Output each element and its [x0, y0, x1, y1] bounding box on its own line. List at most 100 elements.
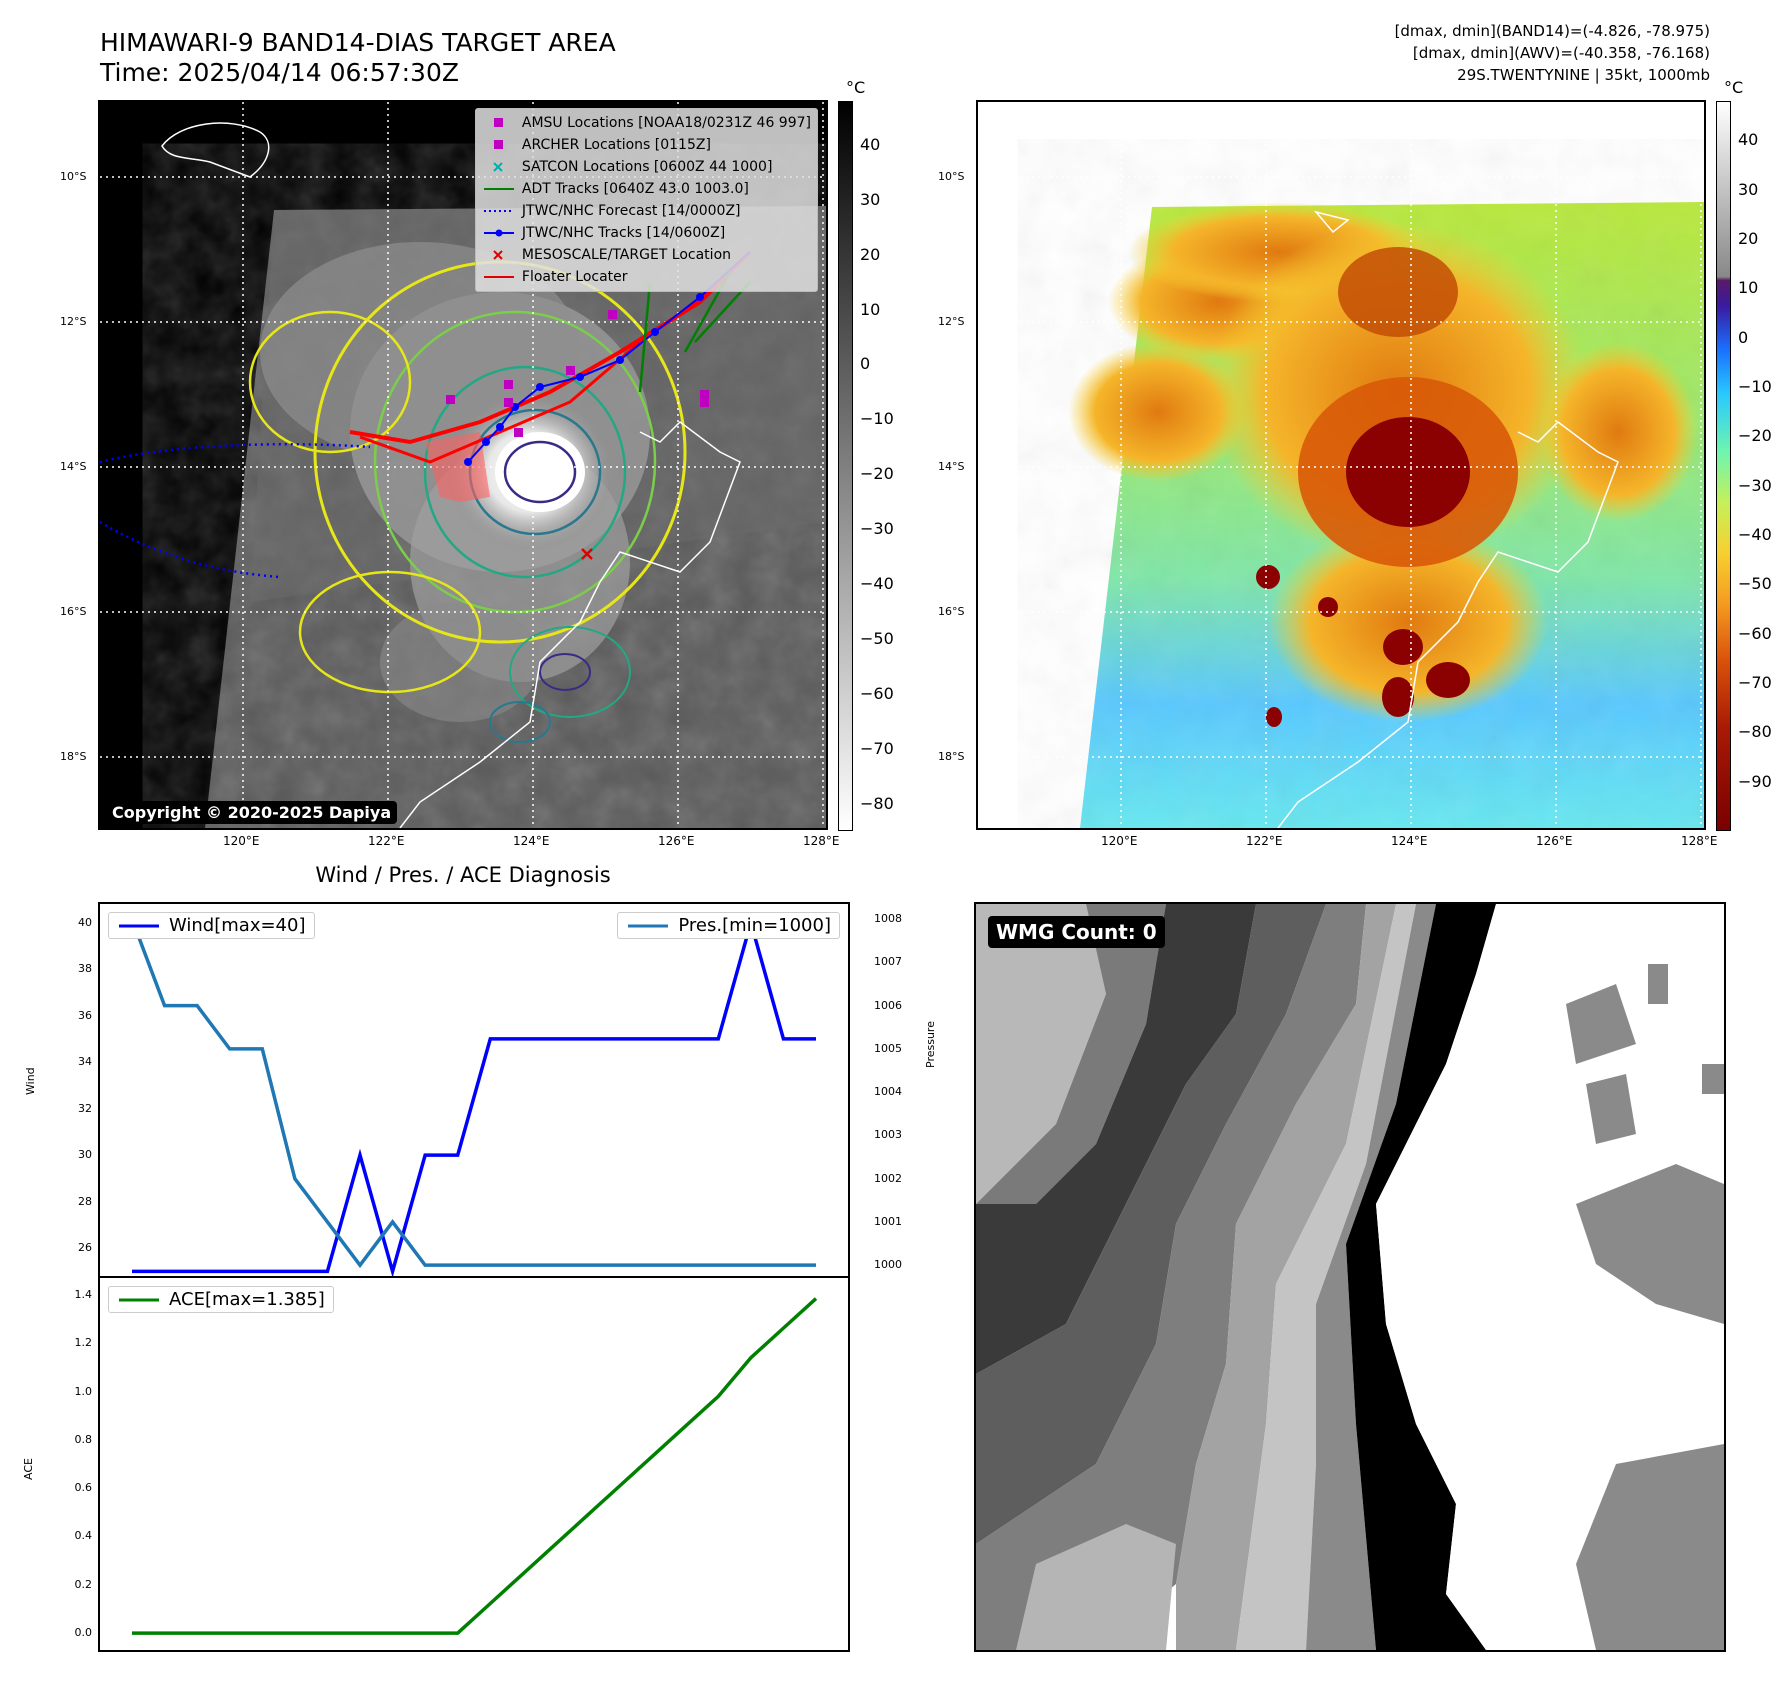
- colorbar-tick: −50: [860, 628, 894, 648]
- ace-axis-label: ACE: [22, 1458, 35, 1480]
- y-tick: 34: [78, 1055, 92, 1069]
- y-tick: 1000: [874, 1258, 902, 1272]
- colorbar-tick: −20: [1738, 426, 1772, 446]
- y-tick: 30: [78, 1148, 92, 1162]
- colorbar-tick: 40: [1738, 130, 1759, 150]
- y-tick: 1003: [874, 1128, 902, 1142]
- colorbar-tick: −70: [860, 738, 894, 758]
- band14-colorbar: [838, 101, 853, 831]
- y-tick: 36: [78, 1008, 92, 1022]
- colorbar-tick: −10: [860, 409, 894, 429]
- lat-label: 16°S: [938, 605, 965, 618]
- lat-label: 16°S: [60, 605, 87, 618]
- lon-label: 126°E: [1536, 834, 1573, 848]
- info-storm: 29S.TWENTYNINE | 35kt, 1000mb: [1457, 66, 1710, 84]
- colorbar-tick: 10: [1738, 278, 1759, 298]
- colorbar-tick: −30: [1738, 475, 1772, 495]
- y-tick: 1.0: [74, 1384, 93, 1398]
- info-awv: [dmax, dmin](AWV)=(-40.358, -76.168): [1412, 44, 1710, 62]
- lon-label: 122°E: [1246, 834, 1283, 848]
- legend-adt-label: ADT Tracks [0640Z 43.0 1003.0]: [521, 181, 749, 197]
- colorbar-tick: 20: [860, 244, 881, 264]
- pressure-legend: Pres.[min=1000]: [617, 912, 840, 939]
- colorbar-tick: −90: [1738, 771, 1772, 791]
- legend-amsu: AMSU Locations [NOAA18/0231Z 46 997]: [482, 112, 811, 134]
- colorbar-tick: −20: [860, 464, 894, 484]
- y-tick: 0.8: [74, 1432, 93, 1446]
- colorbar-tick: −80: [1738, 722, 1772, 742]
- map-legend: AMSU Locations [NOAA18/0231Z 46 997] ARC…: [474, 108, 818, 292]
- wind-pressure-plot: Wind[max=40] Pres.[min=1000]: [98, 902, 850, 1278]
- awv-map: [976, 100, 1706, 830]
- ace-legend-label: ACE[max=1.385]: [169, 1289, 325, 1310]
- legend-archer: ARCHER Locations [0115Z]: [482, 134, 811, 156]
- lat-label: 10°S: [60, 170, 87, 183]
- awv-colorbar: [1716, 101, 1731, 831]
- colorbar-tick: −70: [1738, 673, 1772, 693]
- y-tick: 38: [78, 962, 92, 976]
- wind-legend-label: Wind[max=40]: [169, 915, 306, 936]
- legend-adt: ADT Tracks [0640Z 43.0 1003.0]: [482, 178, 811, 200]
- legend-archer-label: ARCHER Locations [0115Z]: [521, 137, 711, 153]
- lon-label: 128°E: [1681, 834, 1718, 848]
- legend-target-label: MESOSCALE/TARGET Location: [521, 247, 732, 263]
- y-tick: 1002: [874, 1171, 902, 1185]
- legend-amsu-label: AMSU Locations [NOAA18/0231Z 46 997]: [521, 115, 811, 131]
- colorbar-tick: −60: [1738, 623, 1772, 643]
- legend-jtwc-label: JTWC/NHC Tracks [14/0600Z]: [521, 225, 726, 241]
- lat-label: 18°S: [938, 750, 965, 763]
- legend-satcon-label: SATCON Locations [0600Z 44 1000]: [521, 159, 773, 175]
- y-tick: 1007: [874, 955, 902, 969]
- figure-time: Time: 2025/04/14 06:57:30Z: [100, 58, 459, 87]
- y-tick: 0.6: [74, 1481, 93, 1495]
- legend-jtwc: JTWC/NHC Tracks [14/0600Z]: [482, 222, 811, 244]
- band14-map: Copyright © 2020-2025 Dapiya AMSU Locati…: [98, 100, 828, 830]
- y-tick: 1004: [874, 1085, 902, 1099]
- legend-target: MESOSCALE/TARGET Location: [482, 244, 811, 266]
- ace-plot: ACE[max=1.385]: [98, 1276, 850, 1652]
- y-tick: 0.2: [74, 1577, 93, 1591]
- colorbar-tick: 40: [860, 134, 881, 154]
- lon-label: 128°E: [803, 834, 840, 848]
- lon-label: 120°E: [1101, 834, 1138, 848]
- colorbar-tick: −60: [860, 683, 894, 703]
- wind-line: [132, 916, 816, 1276]
- legend-floater-label: Floater Locater: [521, 269, 628, 285]
- y-tick: 28: [78, 1194, 92, 1208]
- colorbar-tick: −10: [1738, 377, 1772, 397]
- lat-label: 14°S: [60, 460, 87, 473]
- y-tick: 1.2: [74, 1336, 93, 1350]
- y-tick: 1001: [874, 1214, 902, 1228]
- y-tick: 40: [78, 915, 92, 929]
- ace-line: [132, 1297, 818, 1635]
- wmg-canvas: [976, 904, 1724, 1650]
- colorbar-tick: 20: [1738, 229, 1759, 249]
- wmg-panel: WMG Count: 0: [974, 902, 1726, 1652]
- ace-legend: ACE[max=1.385]: [108, 1286, 334, 1313]
- lon-label: 124°E: [1391, 834, 1428, 848]
- wind-pressure-canvas: [130, 916, 816, 1276]
- lon-label: 120°E: [223, 834, 260, 848]
- lat-label: 18°S: [60, 750, 87, 763]
- y-tick: 32: [78, 1101, 92, 1115]
- colorbar-tick: −40: [860, 574, 894, 593]
- pressure-legend-label: Pres.[min=1000]: [678, 915, 831, 936]
- y-tick: 1005: [874, 1041, 902, 1055]
- ace-canvas: [132, 1297, 818, 1635]
- colorbar-tick: −50: [1738, 574, 1772, 594]
- colorbar-tick: 30: [860, 189, 881, 209]
- info-band14: [dmax, dmin](BAND14)=(-4.826, -78.975): [1394, 22, 1710, 40]
- figure-title: HIMAWARI-9 BAND14-DIAS TARGET AREA: [100, 28, 616, 57]
- y-tick: 0.4: [74, 1529, 93, 1543]
- awv-colorbar-unit: °C: [1724, 78, 1744, 97]
- y-tick: 26: [78, 1241, 92, 1255]
- wmg-count-label: WMG Count: 0: [988, 916, 1165, 948]
- colorbar-tick: 30: [1738, 179, 1759, 199]
- colorbar-tick: 10: [860, 299, 881, 319]
- lat-label: 14°S: [938, 460, 965, 473]
- legend-forecast-label: JTWC/NHC Forecast [14/0000Z]: [521, 203, 741, 219]
- diagnosis-title: Wind / Pres. / ACE Diagnosis: [315, 863, 611, 887]
- y-tick: 1.4: [74, 1287, 93, 1301]
- band14-map-canvas: [100, 102, 826, 828]
- lon-label: 122°E: [368, 834, 405, 848]
